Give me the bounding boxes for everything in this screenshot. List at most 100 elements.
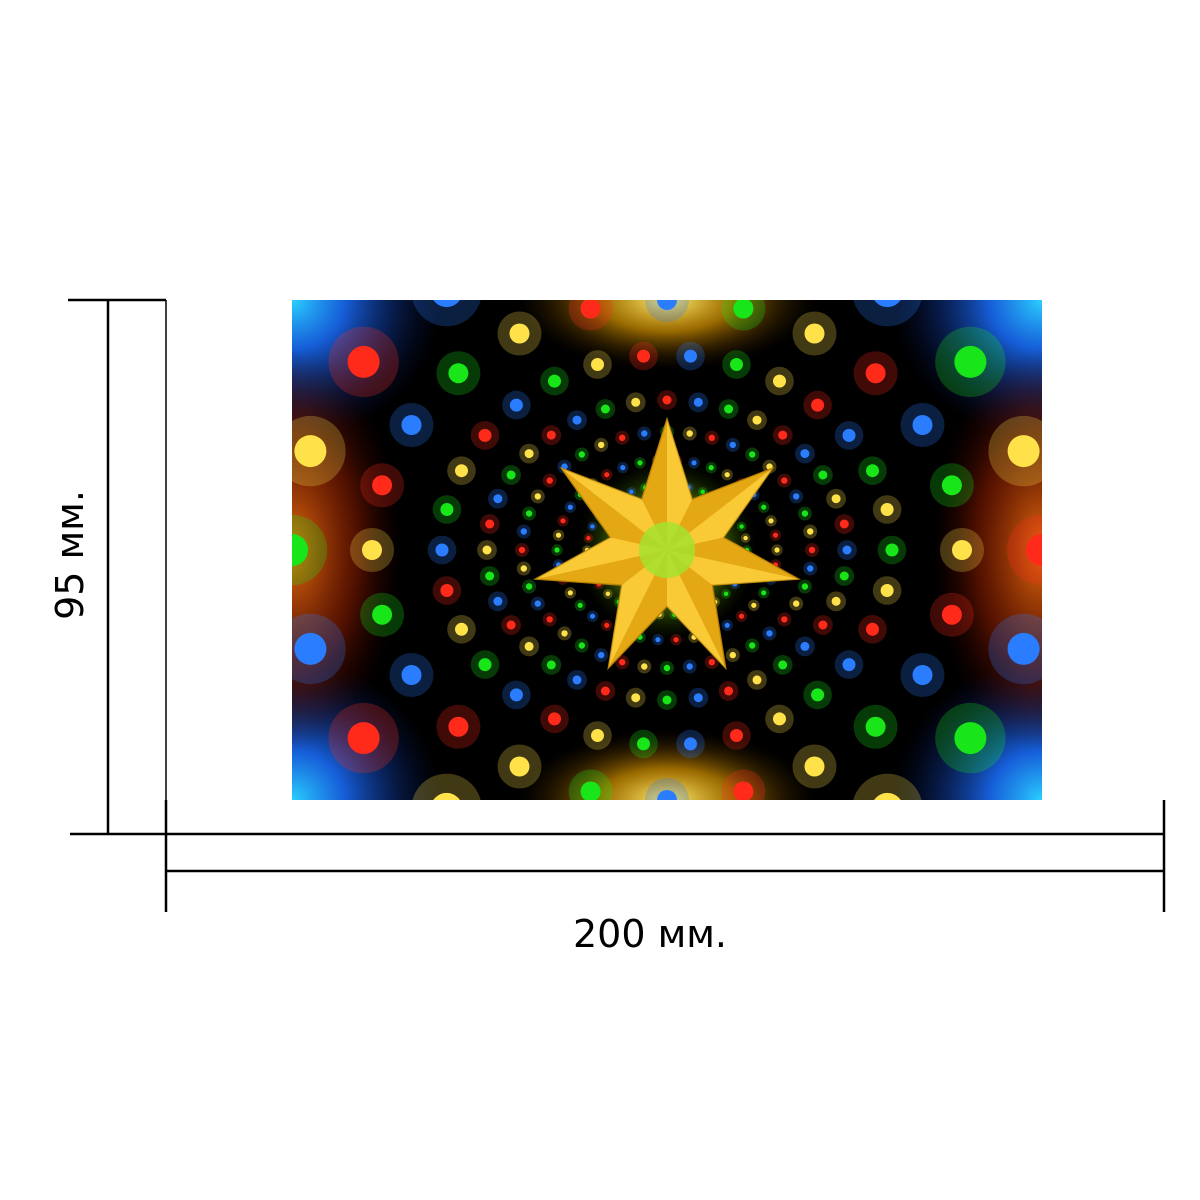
light-dot (807, 565, 814, 572)
light-dot (801, 510, 809, 517)
light-dot (580, 781, 601, 800)
light-halo (292, 514, 328, 586)
light-dot (954, 345, 987, 378)
light-dot (839, 571, 849, 581)
star-facet (535, 550, 667, 586)
light-dot (292, 534, 308, 566)
light-dot (774, 547, 780, 553)
light-dot (749, 451, 756, 458)
light-dot (294, 632, 327, 665)
light-dot (724, 472, 730, 478)
light-dot (577, 602, 583, 608)
light-dot (729, 441, 736, 449)
light-dot (590, 524, 595, 529)
light-dot (485, 519, 495, 529)
light-dot (761, 590, 767, 596)
height-label: 95 мм. (48, 490, 92, 620)
light-dot (572, 675, 582, 685)
light-dot (591, 358, 604, 371)
light-dot (1007, 632, 1040, 665)
light-dot (631, 397, 641, 407)
light-dot (478, 658, 492, 672)
light-dot (880, 503, 894, 516)
light-dot (865, 716, 886, 737)
light-dot (766, 630, 773, 637)
light-dot (804, 756, 825, 777)
light-dot (804, 323, 825, 344)
artwork-image (292, 300, 1042, 800)
light-dot (455, 464, 468, 478)
light-dot (560, 518, 566, 524)
light-dot (839, 519, 849, 529)
light-dot (733, 300, 754, 319)
light-dot (1026, 534, 1042, 566)
light-dot (743, 535, 748, 541)
light-dot (691, 460, 697, 466)
light-dot (572, 415, 582, 425)
light-dot (912, 415, 933, 435)
light-dot (493, 494, 503, 504)
light-dot (752, 675, 762, 685)
light-dot (493, 596, 503, 606)
light-dot (800, 449, 810, 459)
light-dot (739, 524, 744, 529)
light-dot (435, 543, 449, 557)
light-dot (641, 430, 648, 437)
light-dot (509, 323, 530, 344)
light-dot (866, 622, 879, 636)
light-dot (591, 729, 604, 742)
light-dot (657, 790, 677, 800)
light-dot (663, 664, 671, 672)
light-dot (752, 415, 762, 425)
light-dot (631, 693, 641, 703)
light-dot (729, 651, 736, 659)
light-dot (455, 622, 468, 636)
light-dot (433, 792, 460, 800)
light-dot (941, 475, 962, 496)
light-dot (506, 470, 516, 480)
light-dot (781, 616, 788, 623)
light-dot (686, 430, 693, 437)
light-dot (781, 477, 788, 484)
star-facet (667, 537, 799, 580)
light-dot (548, 712, 561, 726)
light-dot (548, 374, 561, 388)
light-dot (619, 434, 626, 441)
light-dot (724, 686, 734, 696)
light-dot (724, 404, 734, 414)
light-dot (761, 504, 767, 510)
light-dot (604, 472, 610, 478)
light-halo (1006, 514, 1042, 586)
light-dot (874, 792, 901, 800)
light-dot (686, 663, 693, 670)
light-dot (885, 543, 899, 557)
light-dot (831, 494, 841, 504)
light-dot (347, 722, 380, 755)
light-dot (811, 398, 825, 412)
light-dot (800, 641, 810, 651)
light-dot (509, 756, 530, 777)
light-dot (801, 583, 809, 590)
light-dot (619, 659, 626, 666)
light-dot (485, 571, 495, 581)
light-dot (401, 665, 422, 685)
light-dot (629, 489, 634, 494)
light-dot (518, 546, 526, 554)
light-dot (554, 547, 560, 553)
light-dot (578, 642, 585, 649)
light-dot (831, 596, 841, 606)
light-dot (482, 545, 492, 555)
light-dot (448, 363, 469, 384)
starburst-artwork (292, 300, 1042, 800)
light-dot (478, 428, 492, 442)
light-dot (941, 604, 962, 625)
light-dot (773, 374, 786, 388)
light-dot (637, 737, 650, 751)
light-halo (412, 773, 481, 800)
light-dot (598, 651, 605, 659)
light-dot (673, 637, 679, 643)
light-dot (842, 545, 852, 555)
light-dot (620, 465, 626, 471)
light-dot (662, 695, 672, 705)
width-label: 200 мм. (572, 912, 728, 956)
